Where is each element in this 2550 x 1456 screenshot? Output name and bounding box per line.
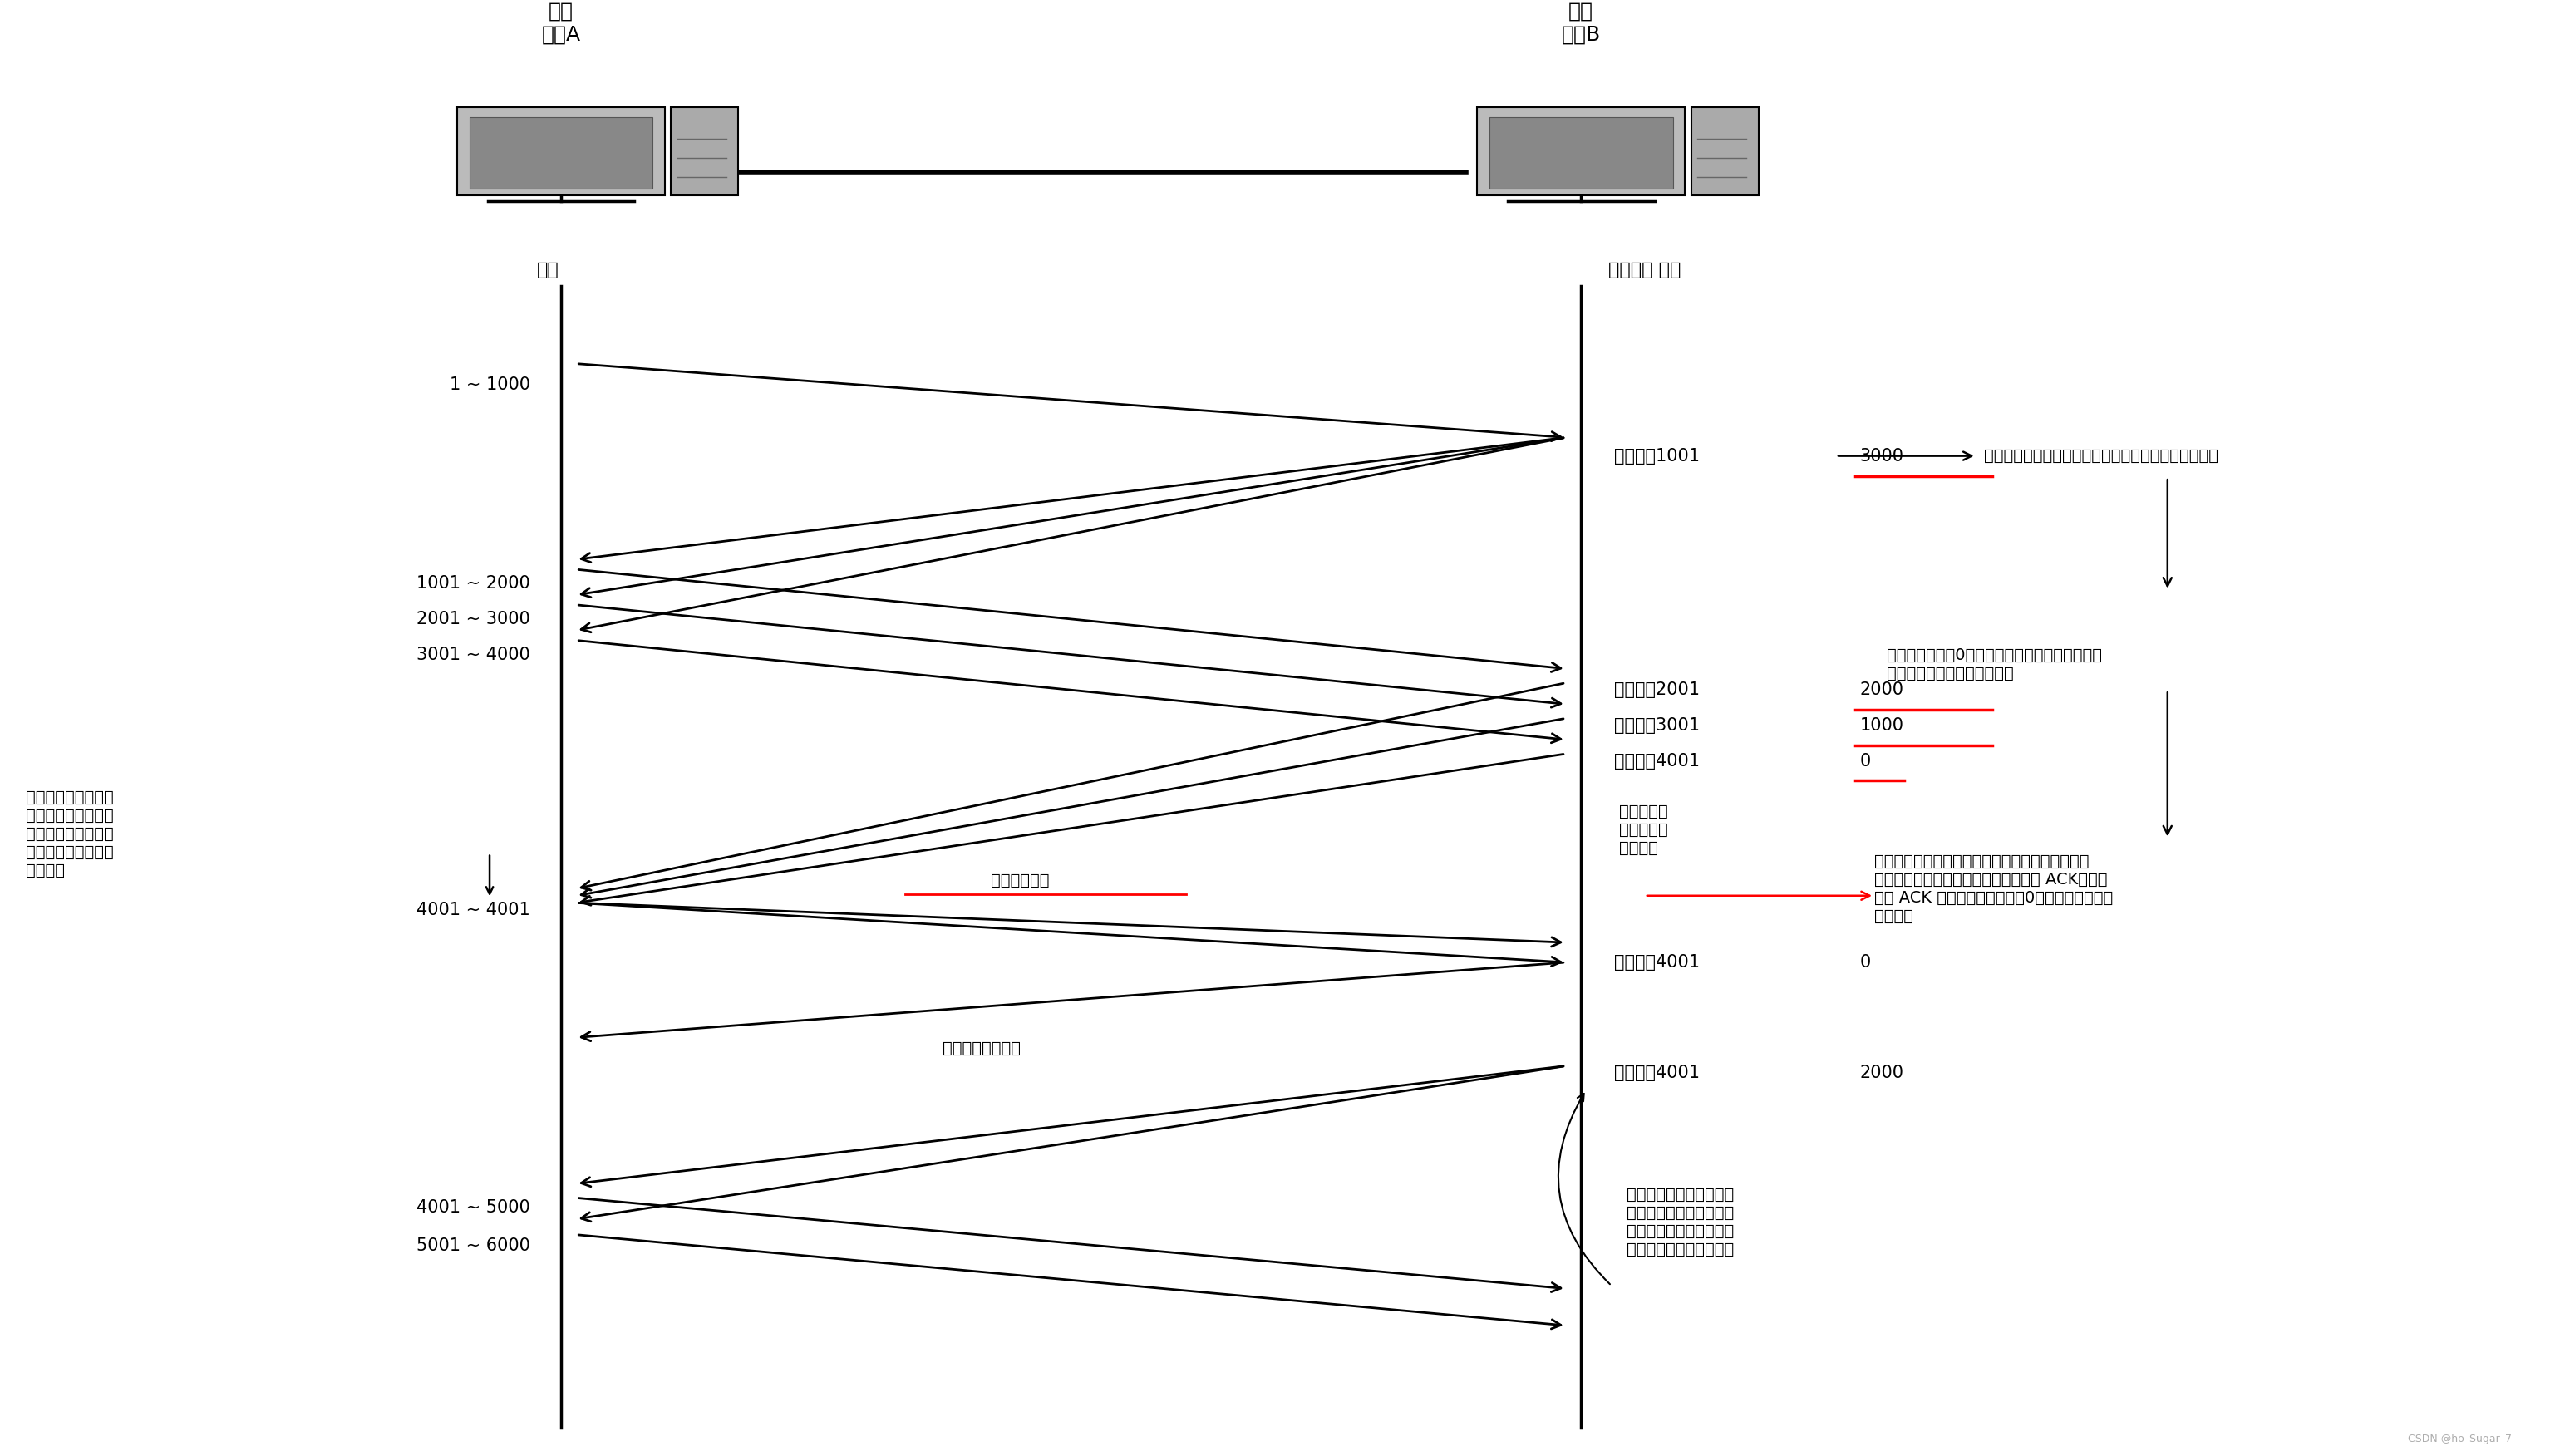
Text: 2000: 2000: [1859, 1064, 1905, 1082]
Text: 确认应答 窗口: 确认应答 窗口: [1609, 262, 1680, 278]
Text: 一旦这个通知在传送途中
丢失，会导致无法继续通
信，因此发送端主机时不
时就会发送窗口探测包。: 一旦这个通知在传送途中 丢失，会导致无法继续通 信，因此发送端主机时不 时就会发…: [1627, 1187, 1734, 1257]
Bar: [469, 116, 653, 189]
Text: 不过发送方会周期性触发窗口探测包，这个包不携
带载荷，对业务无影响，只是为了触发 ACK，一旦
收到 ACK 得知接收缓冲区不为0，那么发送方就会
恢复发送: 不过发送方会周期性触发窗口探测包，这个包不携 带载荷，对业务无影响，只是为了触发…: [1874, 853, 2114, 923]
Text: 2000: 2000: [1859, 681, 1905, 699]
Text: 4001 ~ 4001: 4001 ~ 4001: [416, 901, 530, 919]
Bar: [456, 106, 666, 195]
Text: 过了重发超时的时间
以后若还没有收到窗
口更新的通知，发送
端会发送一个窗口探
测的包。: 过了重发超时的时间 以后若还没有收到窗 口更新的通知，发送 端会发送一个窗口探 …: [26, 789, 112, 878]
Text: （窗口探测）: （窗口探测）: [992, 872, 1048, 888]
Text: 4001 ~ 5000: 4001 ~ 5000: [416, 1200, 530, 1216]
Text: 一旦这个数字为0，那就意味着接收缓冲区满了，
那此时发送方就应该暂停发送: 一旦这个数字为0，那就意味着接收缓冲区满了， 那此时发送方就应该暂停发送: [1887, 648, 2101, 681]
Text: 下一个是3001: 下一个是3001: [1614, 718, 1701, 734]
Text: 数据: 数据: [538, 262, 558, 278]
Bar: [1489, 116, 1673, 189]
Text: 2001 ~ 3000: 2001 ~ 3000: [416, 610, 530, 628]
Text: 接收
主机B: 接收 主机B: [1561, 1, 1601, 45]
Text: CSDN @ho_Sugar_7: CSDN @ho_Sugar_7: [2407, 1434, 2512, 1444]
Text: 下一个是4001: 下一个是4001: [1614, 753, 1701, 769]
Bar: [1476, 106, 1686, 195]
Text: 下一个是4001: 下一个是4001: [1614, 954, 1701, 971]
Text: 1000: 1000: [1859, 718, 1905, 734]
Text: 接收端主机
缓冲区满的
状态下。: 接收端主机 缓冲区满的 状态下。: [1619, 804, 1668, 856]
Text: 0: 0: [1859, 753, 1872, 769]
Text: 0: 0: [1859, 954, 1872, 971]
Text: （窗口更新通知）: （窗口更新通知）: [944, 1040, 1020, 1056]
Text: 3001 ~ 4000: 3001 ~ 4000: [416, 646, 530, 662]
Text: 1 ~ 1000: 1 ~ 1000: [449, 377, 530, 393]
Text: 发送
主机A: 发送 主机A: [541, 1, 581, 45]
Bar: [671, 106, 740, 195]
Text: 这后面的数字是反馈给发送方说窗口大小要设置为多少: 这后面的数字是反馈给发送方说窗口大小要设置为多少: [1984, 448, 2218, 464]
Text: 下一个是2001: 下一个是2001: [1614, 681, 1701, 699]
Text: 下一个是1001: 下一个是1001: [1614, 447, 1701, 464]
Text: 3000: 3000: [1859, 447, 1905, 464]
Text: 5001 ~ 6000: 5001 ~ 6000: [416, 1238, 530, 1255]
Text: 1001 ~ 2000: 1001 ~ 2000: [416, 575, 530, 593]
Text: 下一个是4001: 下一个是4001: [1614, 1064, 1701, 1082]
Bar: [1691, 106, 1759, 195]
